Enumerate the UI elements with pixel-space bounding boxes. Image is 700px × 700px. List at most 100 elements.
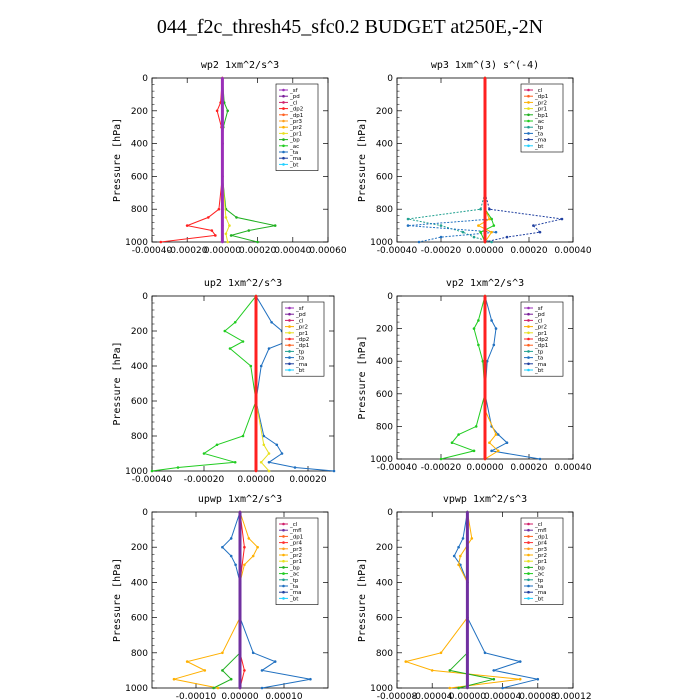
x-tick-label: 0.00010 bbox=[265, 692, 302, 700]
series-point bbox=[483, 457, 487, 461]
series-point bbox=[477, 224, 480, 227]
series-point bbox=[221, 76, 224, 80]
legend-label: _ma bbox=[289, 156, 301, 162]
legend-marker bbox=[527, 541, 530, 544]
series-point bbox=[485, 359, 489, 363]
y-tick-label: 600 bbox=[131, 614, 148, 624]
legend-marker bbox=[288, 337, 291, 341]
series-point bbox=[249, 364, 253, 368]
legend-label: _ta bbox=[534, 356, 543, 362]
y-tick-label: 0 bbox=[387, 292, 393, 302]
legend-label: _dp1 bbox=[289, 113, 303, 119]
series-point bbox=[457, 545, 460, 549]
series-point bbox=[262, 434, 266, 438]
plot-frame bbox=[151, 77, 329, 243]
legend-marker bbox=[527, 528, 530, 532]
legend-marker bbox=[288, 331, 291, 335]
legend-label: _pr1 bbox=[289, 559, 302, 565]
x-tick-label: 0.00000 bbox=[466, 463, 503, 473]
legend-label: _cl bbox=[534, 522, 543, 528]
series-point bbox=[254, 364, 258, 368]
series-point bbox=[185, 224, 189, 227]
legend-label: _pr3 bbox=[289, 547, 303, 553]
y-tick-label: 600 bbox=[376, 390, 393, 400]
y-tick-label: 800 bbox=[131, 649, 148, 659]
legend-label: _pr1 bbox=[534, 331, 547, 337]
series-line bbox=[151, 295, 257, 472]
legend-marker bbox=[527, 597, 530, 600]
series-point bbox=[228, 224, 231, 227]
legend-label: _ta bbox=[295, 356, 304, 362]
legend-marker bbox=[527, 547, 530, 551]
legend-marker bbox=[282, 138, 285, 141]
y-tick-label: 800 bbox=[376, 422, 393, 432]
x-tick-label: 0.00012 bbox=[554, 692, 591, 700]
series-point bbox=[172, 677, 176, 681]
legend-marker bbox=[527, 144, 530, 148]
legend-label: _ta bbox=[534, 584, 543, 590]
series-point bbox=[254, 399, 258, 403]
series-line bbox=[221, 77, 276, 243]
y-axis-label: Pressure [hPa] bbox=[357, 118, 368, 202]
series-point bbox=[466, 510, 469, 514]
x-tick-label: 0.00008 bbox=[519, 692, 556, 700]
series-point bbox=[221, 207, 224, 211]
legend-label: _pr3 bbox=[289, 119, 303, 125]
series-point bbox=[538, 457, 542, 461]
series-point bbox=[466, 651, 469, 655]
legend-label: _cl bbox=[534, 88, 543, 94]
plot-title: wp2 1xm^2/s^3 bbox=[201, 60, 279, 71]
series-point bbox=[221, 224, 224, 227]
series-point bbox=[518, 677, 522, 681]
legend-label: _pr1 bbox=[534, 559, 547, 565]
legend-marker bbox=[527, 368, 530, 372]
series-point bbox=[221, 142, 224, 145]
series-point bbox=[450, 441, 454, 445]
y-tick-label: 200 bbox=[131, 327, 148, 337]
legend-label: _bt bbox=[534, 596, 544, 602]
legend-marker bbox=[527, 535, 530, 538]
series-point bbox=[203, 669, 207, 672]
legend-label: _ac bbox=[534, 119, 544, 125]
chart-4: upwp 1xm^2/s^3 Pressure [hPa] 0 200 400 600 80… bbox=[112, 494, 329, 700]
legend-marker bbox=[282, 553, 285, 557]
series-point bbox=[275, 443, 279, 447]
x-tick-label: 0.00000 bbox=[221, 692, 258, 700]
series-point bbox=[505, 441, 509, 445]
chart-3: vp2 1xm^2/s^3 Pressure [hPa] 0 200 400 600 800… bbox=[357, 278, 592, 473]
page-title: 044_f2c_thresh45_sfc0.2 BUDGET at250E,-2… bbox=[156, 16, 544, 38]
legend-label: _pr4 bbox=[289, 541, 303, 547]
series-point bbox=[490, 230, 493, 234]
series-point bbox=[459, 554, 462, 558]
series-point bbox=[538, 230, 542, 234]
series-point bbox=[176, 466, 180, 469]
series-point bbox=[254, 469, 258, 473]
legend-marker bbox=[527, 356, 530, 359]
legend-label: _dp1 bbox=[289, 534, 303, 540]
x-tick-label: -0.00040 bbox=[377, 463, 418, 473]
chart-2: up2 1xm^2/s^3 Pressure [hPa] 0 200 400 600 800… bbox=[112, 278, 336, 485]
y-tick-label: 1000 bbox=[370, 684, 393, 694]
series-point bbox=[150, 469, 154, 473]
series-point bbox=[492, 343, 496, 347]
series-point bbox=[483, 651, 487, 655]
legend-marker bbox=[527, 331, 530, 335]
legend-marker bbox=[288, 312, 291, 316]
y-tick-label: 0 bbox=[387, 508, 393, 518]
legend-label: _pr4 bbox=[534, 541, 548, 547]
series-line bbox=[160, 77, 223, 243]
series-point bbox=[221, 109, 224, 113]
legend-label: _tp bbox=[534, 578, 544, 584]
y-tick-label: 0 bbox=[142, 74, 148, 84]
legend-label: _bt bbox=[289, 596, 299, 602]
series-line bbox=[479, 78, 495, 243]
y-tick-label: 600 bbox=[131, 172, 148, 182]
y-tick-label: 800 bbox=[376, 649, 393, 659]
legend-marker bbox=[527, 553, 530, 557]
legend-label: _bp bbox=[289, 565, 300, 571]
series-point bbox=[238, 581, 242, 584]
y-tick-label: 400 bbox=[131, 140, 148, 150]
series-point bbox=[536, 677, 540, 681]
y-tick-label: 1000 bbox=[125, 684, 148, 694]
series-point bbox=[406, 217, 410, 221]
